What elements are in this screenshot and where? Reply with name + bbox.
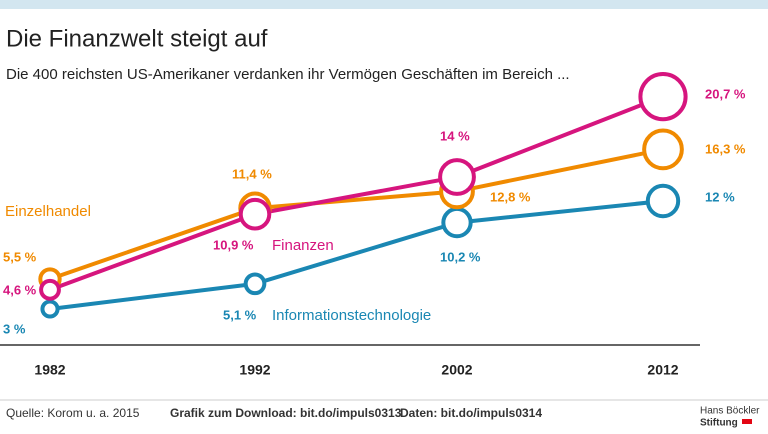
data-point [238, 197, 272, 231]
x-tick-label: 2012 [647, 362, 678, 378]
x-tick-label: 1982 [34, 362, 65, 378]
chart-title: Die Finanzwelt steigt auf [6, 25, 268, 52]
value-label: 10,9 % [213, 237, 254, 252]
data-point [645, 183, 681, 219]
logo-mark [742, 419, 752, 424]
download: Grafik zum Download: bit.do/impuls0313 [170, 406, 402, 420]
data-link: Daten: bit.do/impuls0314 [400, 406, 542, 420]
series-label: Finanzen [272, 237, 334, 254]
value-label: 11,4 % [232, 166, 272, 181]
source: Quelle: Korom u. a. 2015 [6, 406, 140, 420]
value-label: 3 % [3, 321, 26, 336]
series-label: Einzelhandel [5, 203, 91, 220]
value-label: 5,1 % [223, 307, 257, 322]
top-bar [0, 0, 768, 9]
data-point [39, 278, 61, 301]
value-label: 5,5 % [3, 249, 37, 264]
value-label: 20,7 % [705, 86, 746, 101]
data-point [438, 158, 476, 196]
data-point [638, 72, 688, 122]
series-line [49, 94, 664, 292]
series-line [49, 147, 664, 281]
x-tick-label: 1992 [239, 362, 270, 378]
value-label: 12,8 % [490, 189, 531, 204]
x-tick-label: 2002 [441, 362, 472, 378]
value-label: 16,3 % [705, 141, 746, 156]
value-label: 10,2 % [440, 249, 481, 264]
data-point [40, 299, 60, 319]
data-point [243, 272, 267, 296]
logo: Hans Böckler [700, 406, 760, 417]
series-label: Informationstechnologie [272, 307, 431, 324]
data-point [441, 206, 473, 239]
logo: Stiftung [700, 418, 738, 429]
value-label: 14 % [440, 128, 470, 143]
value-label: 4,6 % [3, 282, 37, 297]
series-line [49, 199, 664, 311]
data-point [642, 128, 684, 171]
value-label: 12 % [705, 189, 735, 204]
chart-subtitle: Die 400 reichsten US-Amerikaner verdanke… [6, 66, 570, 83]
